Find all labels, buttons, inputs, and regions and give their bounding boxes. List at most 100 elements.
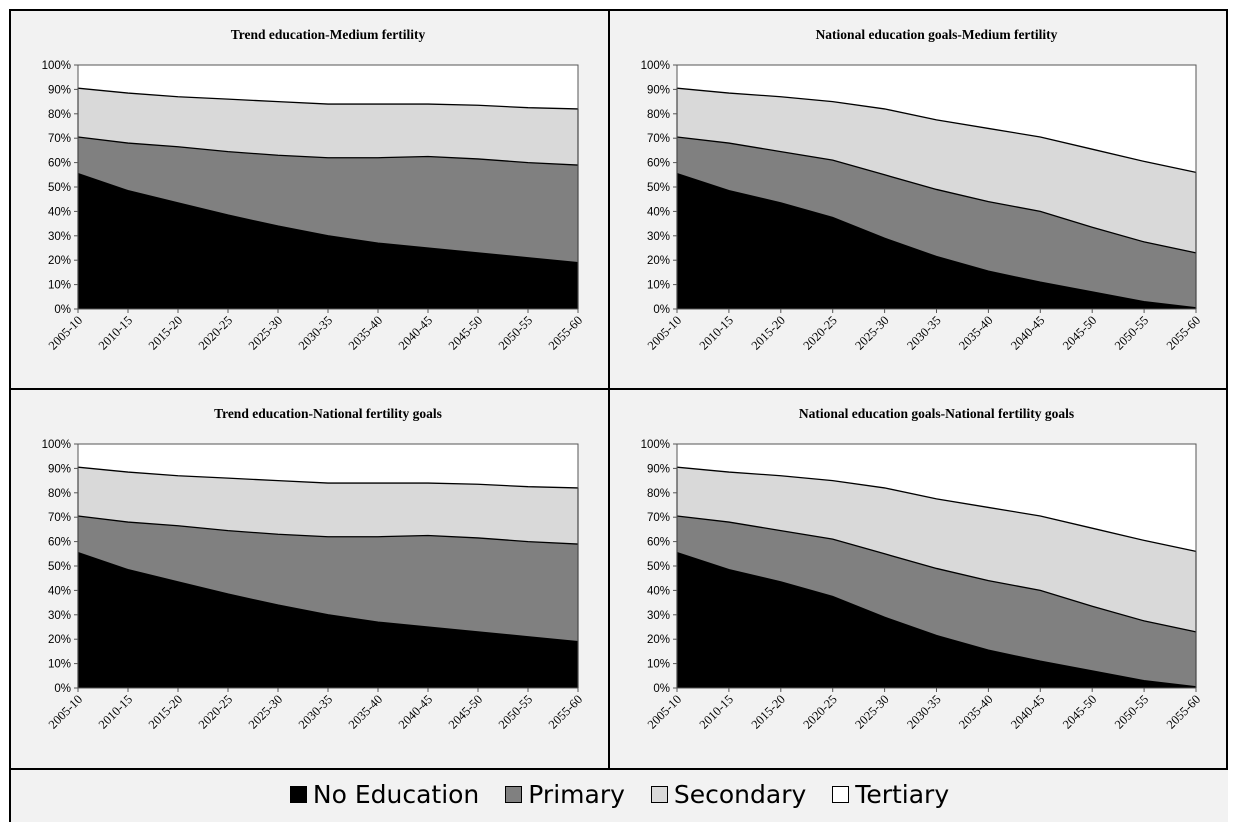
y-tick-label: 20% [48,255,71,267]
chart-panel-national-national: National education goals-National fertil… [610,390,1226,768]
y-tick-label: 90% [647,463,670,475]
area-no-education [78,552,578,688]
x-tick-label: 2005-10 [645,692,684,731]
y-tick-label: 60% [647,158,670,170]
y-tick-label: 80% [48,109,71,121]
legend-item-primary: Primary [505,780,625,809]
x-tick-label: 2030-35 [904,692,943,731]
x-tick-label: 2040-45 [396,313,435,352]
chart-title: Trend education-Medium fertility [231,27,426,42]
y-tick-label: 0% [54,683,71,695]
area-chart-svg: National education goals-Medium fertilit… [641,27,1204,353]
x-tick-label: 2010-15 [697,313,736,352]
area-no-education [78,173,578,309]
x-tick-label: 2025-30 [246,313,285,352]
y-tick-label: 100% [42,60,71,72]
area-primary [677,136,1196,308]
legend-label-tertiary: Tertiary [855,780,950,809]
legend-item-secondary: Secondary [650,780,806,809]
y-tick-label: 20% [647,255,670,267]
x-tick-label: 2045-50 [1060,692,1099,731]
boundary-line-primary [676,136,1197,254]
y-tick-label: 80% [647,488,670,500]
y-tick-label: 30% [647,610,670,622]
x-tick-label: 2015-20 [749,692,788,731]
y-tick-label: 50% [48,561,71,573]
y-tick-label: 100% [641,439,670,451]
y-tick-label: 40% [647,206,670,218]
area-secondary [677,467,1196,632]
x-tick-label: 2035-40 [956,313,995,352]
y-tick-label: 0% [653,304,670,316]
x-tick-label: 2045-50 [446,313,485,352]
y-tick-label: 70% [647,133,670,145]
area-tertiary [677,444,1196,552]
y-tick-label: 10% [48,659,71,671]
y-tick-label: 30% [647,231,670,243]
x-tick-label: 2005-10 [46,313,85,352]
x-tick-label: 2005-10 [645,313,684,352]
y-tick-label: 30% [48,231,71,243]
x-tick-label: 2030-35 [904,313,943,352]
y-tick-label: 90% [48,84,71,96]
boundary-line-no-education [77,172,579,264]
y-tick-label: 40% [647,585,670,597]
y-tick-label: 80% [647,109,670,121]
x-tick-label: 2020-25 [196,313,235,352]
y-tick-label: 60% [647,537,670,549]
x-tick-label: 2030-35 [296,692,335,731]
y-tick-label: 20% [48,634,71,646]
chart-title: National education goals-Medium fertilit… [816,27,1058,42]
area-tertiary [677,65,1196,173]
x-tick-label: 2040-45 [1008,692,1047,731]
y-tick-label: 90% [48,463,71,475]
boundary-line-no-education [676,172,1197,309]
y-tick-label: 0% [54,304,71,316]
boundary-line-primary [77,136,579,166]
x-tick-label: 2035-40 [346,692,385,731]
legend-item-tertiary: Tertiary [832,780,949,809]
x-tick-label: 2035-40 [956,692,995,731]
x-tick-label: 2025-30 [246,692,285,731]
y-tick-label: 40% [48,206,71,218]
x-tick-label: 2055-60 [546,692,585,731]
boundary-line-secondary [77,466,579,489]
x-tick-label: 2025-30 [852,313,891,352]
x-tick-label: 2050-55 [496,313,535,352]
y-tick-label: 60% [48,537,71,549]
y-tick-label: 50% [647,561,670,573]
x-tick-label: 2045-50 [446,692,485,731]
boundary-line-secondary [676,466,1197,552]
y-tick-label: 60% [48,158,71,170]
y-tick-label: 50% [647,182,670,194]
x-tick-label: 2050-55 [1112,692,1151,731]
y-tick-label: 100% [42,439,71,451]
y-tick-label: 10% [48,280,71,292]
y-tick-label: 10% [647,280,670,292]
panel-divider-horizontal [9,388,1228,390]
x-tick-label: 2015-20 [749,313,788,352]
y-tick-label: 70% [48,133,71,145]
x-tick-label: 2040-45 [396,692,435,731]
y-tick-label: 90% [647,84,670,96]
x-tick-label: 2025-30 [852,692,891,731]
legend-swatch-no-education [289,786,307,803]
x-tick-label: 2005-10 [46,692,85,731]
x-tick-label: 2055-60 [1164,313,1203,352]
y-tick-label: 0% [653,683,670,695]
area-no-education [677,552,1196,688]
area-secondary [78,467,578,545]
x-tick-label: 2010-15 [96,313,135,352]
x-tick-label: 2045-50 [1060,313,1099,352]
legend-label-primary: Primary [528,780,625,809]
chart-panel-trend-national: Trend education-National fertility goals… [11,390,608,768]
boundary-line-primary [676,515,1197,633]
area-primary [78,136,578,263]
x-tick-label: 2030-35 [296,313,335,352]
boundary-line-no-education [676,551,1197,688]
legend-box: No Education Primary Secondary Tertiary [9,770,1228,822]
boundary-line-primary [77,515,579,545]
boundary-line-secondary [77,87,579,110]
x-tick-label: 2010-15 [96,692,135,731]
y-tick-label: 10% [647,659,670,671]
